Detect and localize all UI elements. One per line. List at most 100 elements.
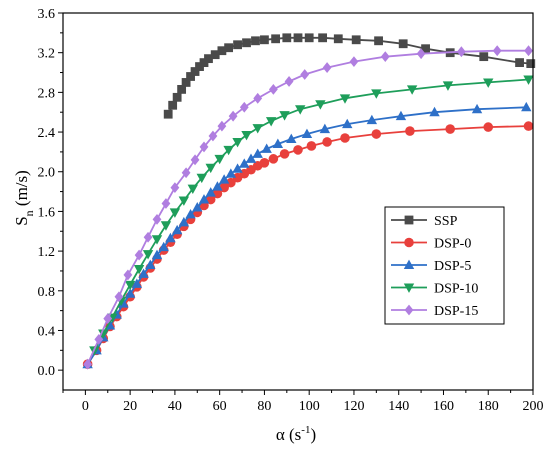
data-point [151,249,163,260]
data-point [333,34,343,44]
data-point [471,103,483,114]
y-tick-label: 1.6 [38,205,56,220]
x-tick-label: 40 [168,399,182,414]
data-point [301,128,313,139]
y-axis-title: Sn (m/s) [12,170,36,226]
legend: SSP DSP-0 DSP-5 DSP-10 DSP-15 [384,206,505,325]
data-point [279,111,290,121]
data-point [232,163,243,173]
data-point [198,194,210,204]
x-tick-label: 120 [343,399,364,414]
data-point [456,46,466,58]
data-point [268,154,279,164]
legend-marker [404,237,414,248]
data-point [186,72,195,81]
data-point [342,118,353,129]
data-point [212,181,223,191]
data-point [192,202,203,212]
data-point [232,137,243,148]
data-point [218,174,230,184]
data-point [187,184,199,195]
data-point [445,124,455,134]
legend-item: SSP [391,214,458,229]
data-point [223,145,234,156]
data-point [479,52,489,62]
data-point [138,268,149,278]
data-point [271,34,281,44]
data-point [163,109,173,119]
data-point [442,81,454,91]
data-point [340,133,350,143]
data-point [300,69,310,80]
legend-marker [403,283,415,293]
data-point [160,221,172,231]
data-point [318,33,328,43]
data-point [315,100,326,110]
data-point [114,291,124,303]
y-tick-label: 0.0 [38,364,56,379]
data-point [168,100,178,110]
data-point [152,213,162,225]
data-point [178,216,190,227]
data-point [272,138,284,148]
data-point [195,62,204,71]
legend-label: DSP-10 [434,282,478,297]
data-point [523,75,534,85]
data-point [83,358,93,370]
data-point [165,232,176,243]
data-point [339,94,351,104]
x-tick-label: 60 [213,399,227,414]
x-tick-label: 140 [388,399,409,414]
x-tick-label: 0 [82,399,89,414]
legend-label: DSP-5 [434,259,471,274]
data-point [190,67,200,76]
data-point [268,83,278,95]
data-point [199,141,209,153]
data-point [177,84,187,94]
data-point [131,278,143,288]
data-point [515,58,524,68]
axes: 0 20 40 60 80 100 120 140 160 180 200 0.0 0.4 0.8 1.2 1… [38,7,544,414]
y-tick-label: 2.0 [38,166,56,181]
x-tick-label: 100 [299,399,320,414]
data-point [204,54,213,64]
data-point [524,45,533,57]
legend-item: DSP-10 [391,282,478,297]
data-point [429,106,440,117]
data-point [306,141,317,151]
y-tick-label: 3.2 [38,47,56,62]
data-point [145,259,156,269]
data-point [185,208,196,219]
series-dsp-15 [83,45,533,370]
x-axis-title: α (s-1) [276,424,316,444]
data-point [190,154,200,166]
series-dsp-10 [89,75,534,356]
legend-marker [404,304,414,316]
y-tick-label: 2.8 [38,86,56,101]
data-point [405,126,415,136]
x-tick-label: 20 [123,399,137,414]
data-point [239,158,250,168]
y-tick-label: 3.6 [38,7,56,22]
legend-marker [404,215,414,225]
data-point [245,153,257,163]
data-point [351,35,361,45]
data-point [259,158,270,168]
data-point [181,167,191,179]
data-point [233,40,242,50]
data-point [322,62,332,73]
data-point [217,46,227,56]
data-point [304,33,314,43]
x-tick-label: 200 [523,399,544,414]
data-point [158,241,169,252]
data-point [224,43,234,53]
legend-label: SSP [434,214,458,229]
data-point [205,163,216,174]
data-point [374,36,383,46]
data-point [134,249,144,261]
data-point [371,129,382,139]
y-tick-label: 0.4 [38,324,56,339]
data-point [253,92,263,104]
data-point [226,177,236,188]
data-point [251,36,260,46]
